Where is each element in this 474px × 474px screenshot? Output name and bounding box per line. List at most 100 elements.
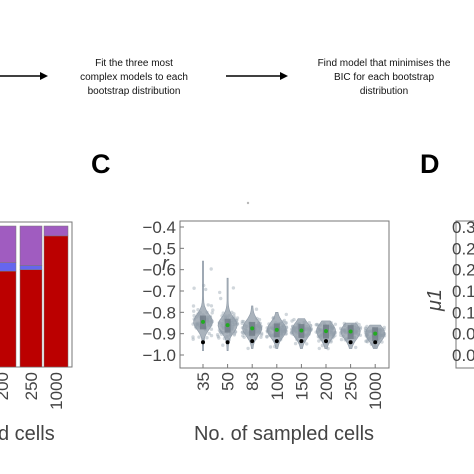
data-point [235,316,240,320]
data-point [205,336,209,340]
data-point [241,334,245,338]
data-point [240,319,244,324]
data-point [339,337,344,342]
data-point [314,323,318,327]
data-point [209,333,214,338]
mean-marker-35 [201,319,205,324]
data-point [215,333,220,337]
data-point [207,331,211,336]
data-point [219,296,223,301]
panel-b-x-tick-label: 1000 [47,372,66,410]
median-marker-35 [201,340,205,345]
violin-50 [217,277,238,352]
data-point [191,335,195,339]
x-tick-label: 200 [317,372,336,400]
panel-c-x-ticks: 35 50 83 100 150 200 250 1000 [194,364,385,410]
panel-d-y-tick-label: 0.0 [452,346,474,365]
data-point [210,311,214,315]
panel-d-y-tick-label: 0.1 [452,282,474,301]
data-point [217,336,221,340]
data-point [320,343,325,348]
mean-marker-150 [299,328,304,333]
flow-arrowhead-2 [280,72,288,80]
x-tick-label: 150 [292,372,311,400]
data-point [246,346,250,351]
panel-c-y-ticks: −0.4 −0.5 −0.6 −0.7 −0.8 −0.9 −1.0 [142,218,184,365]
data-point [192,313,196,318]
x-tick-label: 250 [342,372,361,400]
panel-label-c: C [91,149,111,179]
data-point [209,304,214,308]
mean-marker-200 [324,329,328,334]
data-point [209,267,213,271]
data-point [232,312,236,316]
panel-b-x-axis-title: d cells [0,423,55,445]
data-point [315,322,319,327]
panel-c-stray-point [246,201,250,205]
panel-c-median-markers [201,339,378,345]
data-point [196,308,200,312]
data-point [259,335,263,339]
data-point [293,341,298,346]
flow-step-fit-line-1: Fit the three most [95,58,173,69]
median-marker-100 [274,339,279,344]
data-point [231,286,236,290]
mean-marker-250 [348,329,353,334]
y-tick-label: −1.0 [142,346,176,365]
flow-step-find-line-1: Find model that minimises the [318,58,451,69]
data-point [192,286,196,290]
data-point [382,325,386,330]
mean-marker-50 [225,323,230,328]
data-point [240,321,244,326]
panel-c-violins [193,260,386,352]
bar-250-segment [19,269,43,368]
data-point [209,327,214,331]
panel-b-x-tick-label: 200 [0,372,12,400]
data-point [257,317,262,322]
bar-200-segment [0,225,17,263]
data-point [284,312,288,317]
panel-c-mean-markers [201,319,378,336]
panel-d-y-tick-label: 0.0 [452,325,474,344]
data-point [192,309,196,313]
data-point [292,317,296,322]
flow-step-find-line-3: distribution [360,86,408,97]
data-point [307,321,311,325]
data-point [364,339,368,343]
flow-arrowhead-1 [40,72,48,80]
data-point [216,334,220,339]
mean-marker-100 [274,327,279,332]
data-point [333,322,338,326]
x-tick-label: 100 [268,372,287,400]
panel-c-plot: −0.4 −0.5 −0.6 −0.7 −0.8 −0.9 −1.0 35 50 83 100 15… [142,201,390,445]
data-point [365,340,370,344]
panel-d-y-axis-title: μ1 [424,289,446,312]
data-point [284,321,288,325]
median-marker-50 [225,340,230,345]
data-point [265,335,269,339]
flow-step-find-line-2: BIC for each bootstrap [334,72,434,83]
flow-step-fit-line-2: complex models to each [80,72,188,83]
data-point [284,321,288,325]
bar-1000-segment [43,235,69,368]
data-point [254,307,259,311]
data-point [363,326,368,330]
median-marker-150 [299,339,304,344]
panel-b-stacked-bars: d cells 200 250 1000 [0,221,73,445]
data-point [282,318,287,323]
data-point [354,345,358,350]
data-point [221,343,225,347]
data-point [268,345,273,349]
data-point [218,290,222,295]
data-point [305,342,309,346]
y-tick-label: −0.7 [142,282,176,301]
flowchart: Fit the three most complex models to eac… [0,58,451,97]
median-marker-250 [348,340,353,345]
bar-1000-segment [43,225,69,237]
data-point [317,346,321,351]
panel-d-y-tick-label: 0.2 [452,239,474,258]
x-tick-label: 1000 [366,372,385,410]
panel-c-frame [179,220,390,369]
panel-d-y-tick-label: 0.2 [452,261,474,280]
